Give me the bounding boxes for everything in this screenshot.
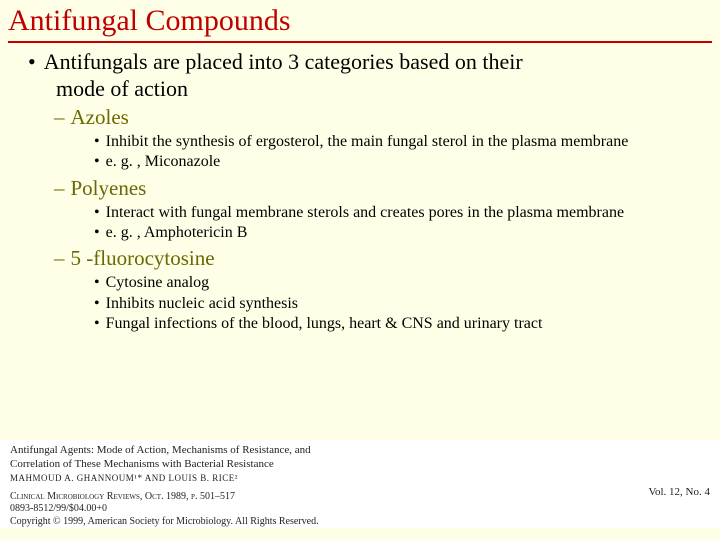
category-heading: –Azoles — [54, 105, 712, 130]
point-text: Fungal infections of the blood, lungs, h… — [106, 315, 543, 332]
dash-icon: – — [54, 176, 65, 200]
category-point: • Inhibits nucleic acid synthesis — [94, 294, 712, 313]
point-text: Inhibit the synthesis of ergosterol, the… — [106, 133, 629, 150]
category-point: • Fungal infections of the blood, lungs, … — [94, 314, 712, 333]
slide-title: Antifungal Compounds — [8, 4, 712, 43]
category-heading: –5 -fluorocytosine — [54, 246, 712, 271]
bullet-icon: • — [28, 49, 36, 74]
category-point: • e. g. , Amphotericin B — [94, 223, 712, 242]
footer-issn: 0893-8512/99/$04.00+0 — [10, 503, 107, 514]
bullet-icon: • — [94, 133, 100, 150]
category-point: • Cytosine analog — [94, 273, 712, 292]
category-name: Azoles — [71, 105, 129, 129]
citation-footer: Antifungal Agents: Mode of Action, Mecha… — [0, 440, 720, 528]
intro-line1: Antifungals are placed into 3 categories… — [44, 49, 523, 74]
point-text: e. g. , Amphotericin B — [106, 224, 248, 241]
point-text: Inhibits nucleic acid synthesis — [106, 295, 298, 312]
point-text: e. g. , Miconazole — [106, 153, 221, 170]
category-name: 5 -fluorocytosine — [71, 246, 215, 270]
category-point: • Interact with fungal membrane sterols a… — [94, 203, 712, 222]
bullet-icon: • — [94, 224, 100, 241]
bullet-icon: • — [94, 295, 100, 312]
footer-article-title-2: Correlation of These Mechanisms with Bac… — [10, 458, 274, 470]
footer-article-title-1: Antifungal Agents: Mode of Action, Mecha… — [10, 444, 311, 456]
slide: Antifungal Compounds • Antifungals are pl… — [0, 0, 720, 540]
footer-copyright: Copyright © 1999, American Society for M… — [10, 516, 319, 527]
dash-icon: – — [54, 246, 65, 270]
bullet-icon: • — [94, 204, 100, 221]
bullet-icon: • — [94, 315, 100, 332]
dash-icon: – — [54, 105, 65, 129]
footer-row: Antifungal Agents: Mode of Action, Mecha… — [10, 444, 710, 528]
bullet-icon: • — [94, 274, 100, 291]
point-text: Cytosine analog — [106, 274, 210, 291]
category-point: • e. g. , Miconazole — [94, 152, 712, 171]
intro-line2: mode of action — [56, 76, 712, 101]
footer-left: Antifungal Agents: Mode of Action, Mecha… — [10, 444, 319, 528]
category-heading: –Polyenes — [54, 176, 712, 201]
intro-bullet: • Antifungals are placed into 3 categorie… — [28, 49, 712, 74]
bullet-icon: • — [94, 153, 100, 170]
category-name: Polyenes — [71, 176, 147, 200]
footer-volume: Vol. 12, No. 4 — [648, 486, 710, 528]
point-text: Interact with fungal membrane sterols an… — [106, 204, 624, 221]
footer-journal: Clinical Microbiology Reviews, Oct. 1989… — [10, 491, 235, 502]
category-point: • Inhibit the synthesis of ergosterol, th… — [94, 132, 712, 151]
footer-authors: MAHMOUD A. GHANNOUM¹* AND LOUIS B. RICE² — [10, 473, 319, 484]
